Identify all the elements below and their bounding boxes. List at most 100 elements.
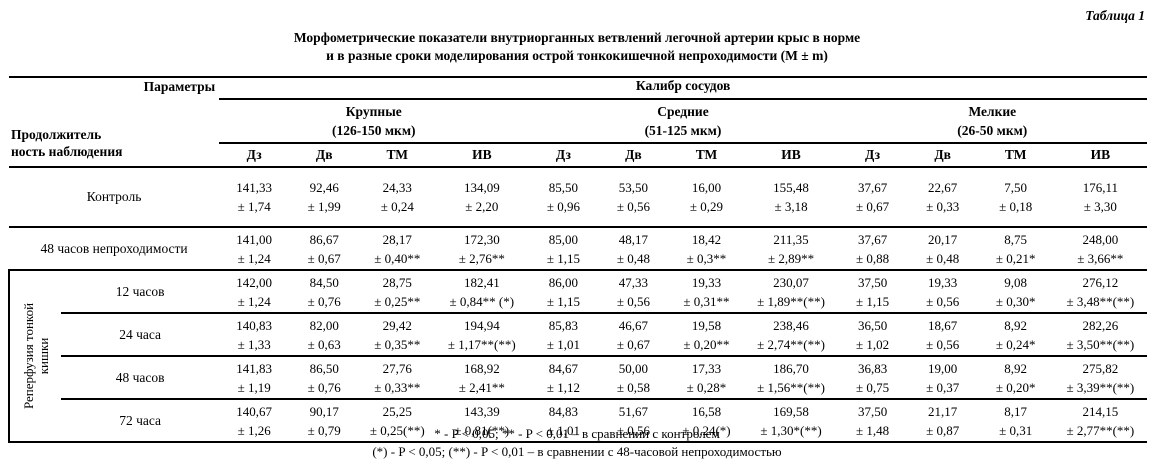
cell-error: ± 0,28*	[686, 379, 727, 395]
cell-error: ± 0,75	[856, 379, 890, 395]
cell-value: 16,00	[691, 180, 722, 195]
cell-value: 86,67	[309, 231, 339, 247]
cell-error: ± 0,25**	[374, 293, 421, 309]
data-cell: 85,00 ± 1,15	[528, 227, 599, 271]
data-cell: 211,35 ± 2,89**	[744, 227, 838, 271]
cell-value: 214,15	[1082, 403, 1119, 419]
cell-error: ± 0,81(**)	[454, 422, 510, 438]
cell-value: 8,17	[1004, 403, 1028, 419]
subcol-header-dz: Дз	[219, 143, 290, 168]
data-cell: 276,12 ± 3,48**(**)	[1053, 270, 1147, 314]
cell-error: ± 0,18	[999, 199, 1033, 214]
data-cell: 169,58 ± 1,30*(**)	[745, 399, 838, 442]
data-cell: 19,33 ± 0,31**	[668, 270, 745, 314]
data-cell: 168,92 ± 2,41**	[435, 356, 529, 400]
data-cell: 21,17 ± 0,87	[908, 399, 978, 442]
subcol-header-dz: Дз	[528, 143, 599, 168]
group-range: (126-150 мкм)	[331, 123, 416, 138]
cell-error: ± 2,89**	[767, 250, 815, 266]
cell-value: 176,11	[1082, 180, 1118, 195]
data-cell: 37,50 ± 1,48	[838, 399, 908, 442]
data-cell: 16,00 ± 0,29	[668, 167, 745, 228]
data-cell: 90,17 ± 0,79	[289, 399, 359, 442]
data-cell: 47,33 ± 0,56	[598, 270, 669, 314]
cell-value: 134,09	[463, 180, 500, 195]
cell-error: ± 2,41**	[458, 379, 505, 395]
cell-error: ± 0,56	[616, 199, 650, 214]
group-range: (26-50 мкм)	[957, 123, 1028, 138]
data-cell: 82,00 ± 0,63	[289, 313, 360, 357]
data-cell: 155,48 ± 3,18	[744, 167, 838, 228]
cell-error: ± 3,30	[1083, 199, 1117, 214]
cell-value: 8,92	[1004, 360, 1028, 376]
data-cell: 46,67 ± 0,67	[598, 313, 669, 357]
data-cell: 7,50 ± 0,18	[977, 167, 1054, 228]
row-label: 48 часов непроходимости	[9, 227, 220, 271]
cell-error: ± 1,26	[237, 422, 271, 438]
data-cell: 28,75 ± 0,25**	[359, 270, 436, 314]
cell-error: ± 0,56	[616, 293, 650, 309]
subcol-header-dv: Дв	[289, 143, 360, 168]
subcol-header-dv: Дв	[598, 143, 669, 168]
cell-error: ± 0,24*	[995, 336, 1036, 352]
cell-value: 92,46	[309, 180, 339, 195]
col-header-vessel-caliber: Калибр сосудов	[219, 77, 1147, 100]
cell-value: 211,35	[773, 231, 809, 247]
cell-error: ± 0,24(*)	[682, 422, 731, 438]
cell-value: 84,50	[309, 274, 339, 290]
cell-value: 282,26	[1082, 317, 1119, 333]
data-cell: 176,11 ± 3,30	[1053, 167, 1147, 228]
cell-value: 47,33	[618, 274, 649, 290]
row-label: 48 часов	[61, 356, 220, 400]
data-cell: 141,00 ± 1,24	[219, 227, 290, 271]
data-cell: 17,33 ± 0,28*	[668, 356, 745, 400]
subcol-header-dz: Дз	[837, 143, 908, 168]
subcol-header-tm: ТМ	[668, 143, 745, 168]
cell-value: 28,17	[382, 231, 412, 247]
group-header-medium: Средние (51-125 мкм)	[528, 99, 838, 144]
cell-value: 37,50	[857, 274, 888, 290]
cell-error: ± 0,56	[616, 422, 650, 438]
data-cell: 16,58 ± 0,24(*)	[668, 399, 744, 442]
cell-error: ± 0,48	[616, 250, 650, 266]
data-cell: 140,83 ± 1,33	[219, 313, 290, 357]
data-cell: 182,41 ± 0,84** (*)	[435, 270, 529, 314]
table-number-label: Таблица 1	[1085, 8, 1145, 23]
data-cell: 37,50 ± 1,15	[837, 270, 908, 314]
cell-value: 16,58	[691, 403, 722, 419]
cell-error: ± 0,20*	[995, 379, 1036, 395]
cell-value: 84,83	[548, 403, 578, 419]
cell-error: ± 1,30*(**)	[760, 422, 822, 438]
cell-error: ± 3,66**	[1077, 250, 1124, 266]
cell-error: ± 3,50**(**)	[1066, 336, 1135, 352]
cell-error: ± 0,33	[926, 199, 960, 214]
cell-error: ± 1,19	[237, 379, 271, 395]
cell-value: 86,50	[309, 360, 339, 376]
cell-error: ± 0,24	[380, 199, 414, 214]
cell-error: ± 1,01	[546, 336, 580, 352]
cell-value: 21,17	[928, 403, 958, 419]
data-cell: 140,67 ± 1,26	[219, 399, 289, 442]
data-cell: 214,15 ± 2,77**(**)	[1054, 399, 1147, 442]
data-cell: 19,33 ± 0,56	[907, 270, 978, 314]
cell-value: 25,25	[382, 403, 412, 419]
row-label: 24 часа	[61, 313, 220, 357]
cell-error: ± 0,76	[307, 293, 341, 309]
subcol-header-iv: ИВ	[1053, 143, 1147, 168]
cell-value: 51,67	[618, 403, 649, 419]
table-row: Реперфузия тонкой кишки 12 часов 142,00 ± 1…	[7, 270, 1147, 442]
cell-error: ± 1,24	[237, 293, 271, 309]
cell-value: 9,08	[1004, 274, 1028, 290]
cell-value: 37,50	[857, 403, 888, 419]
corner-inner: Параметры Продолжитель ность наблюдения	[9, 78, 219, 162]
cell-value: 85,50	[548, 180, 578, 195]
cell-error: ± 3,18	[774, 199, 808, 214]
cell-value: 169,58	[773, 403, 809, 419]
cell-error: ± 0,25(**)	[369, 422, 425, 438]
data-cell: 142,00 ± 1,24	[219, 270, 290, 314]
group-name: Мелкие	[968, 104, 1017, 119]
cell-value: 140,83	[236, 317, 273, 333]
data-cell: 53,50 ± 0,56	[598, 167, 669, 228]
table-row: 24 часа 140,83 ± 1,33 82,00 ± 0,63 29,42 ± 0,3…	[9, 313, 1147, 357]
table-title-line2: и в разные сроки моделирования острой то…	[326, 48, 828, 63]
